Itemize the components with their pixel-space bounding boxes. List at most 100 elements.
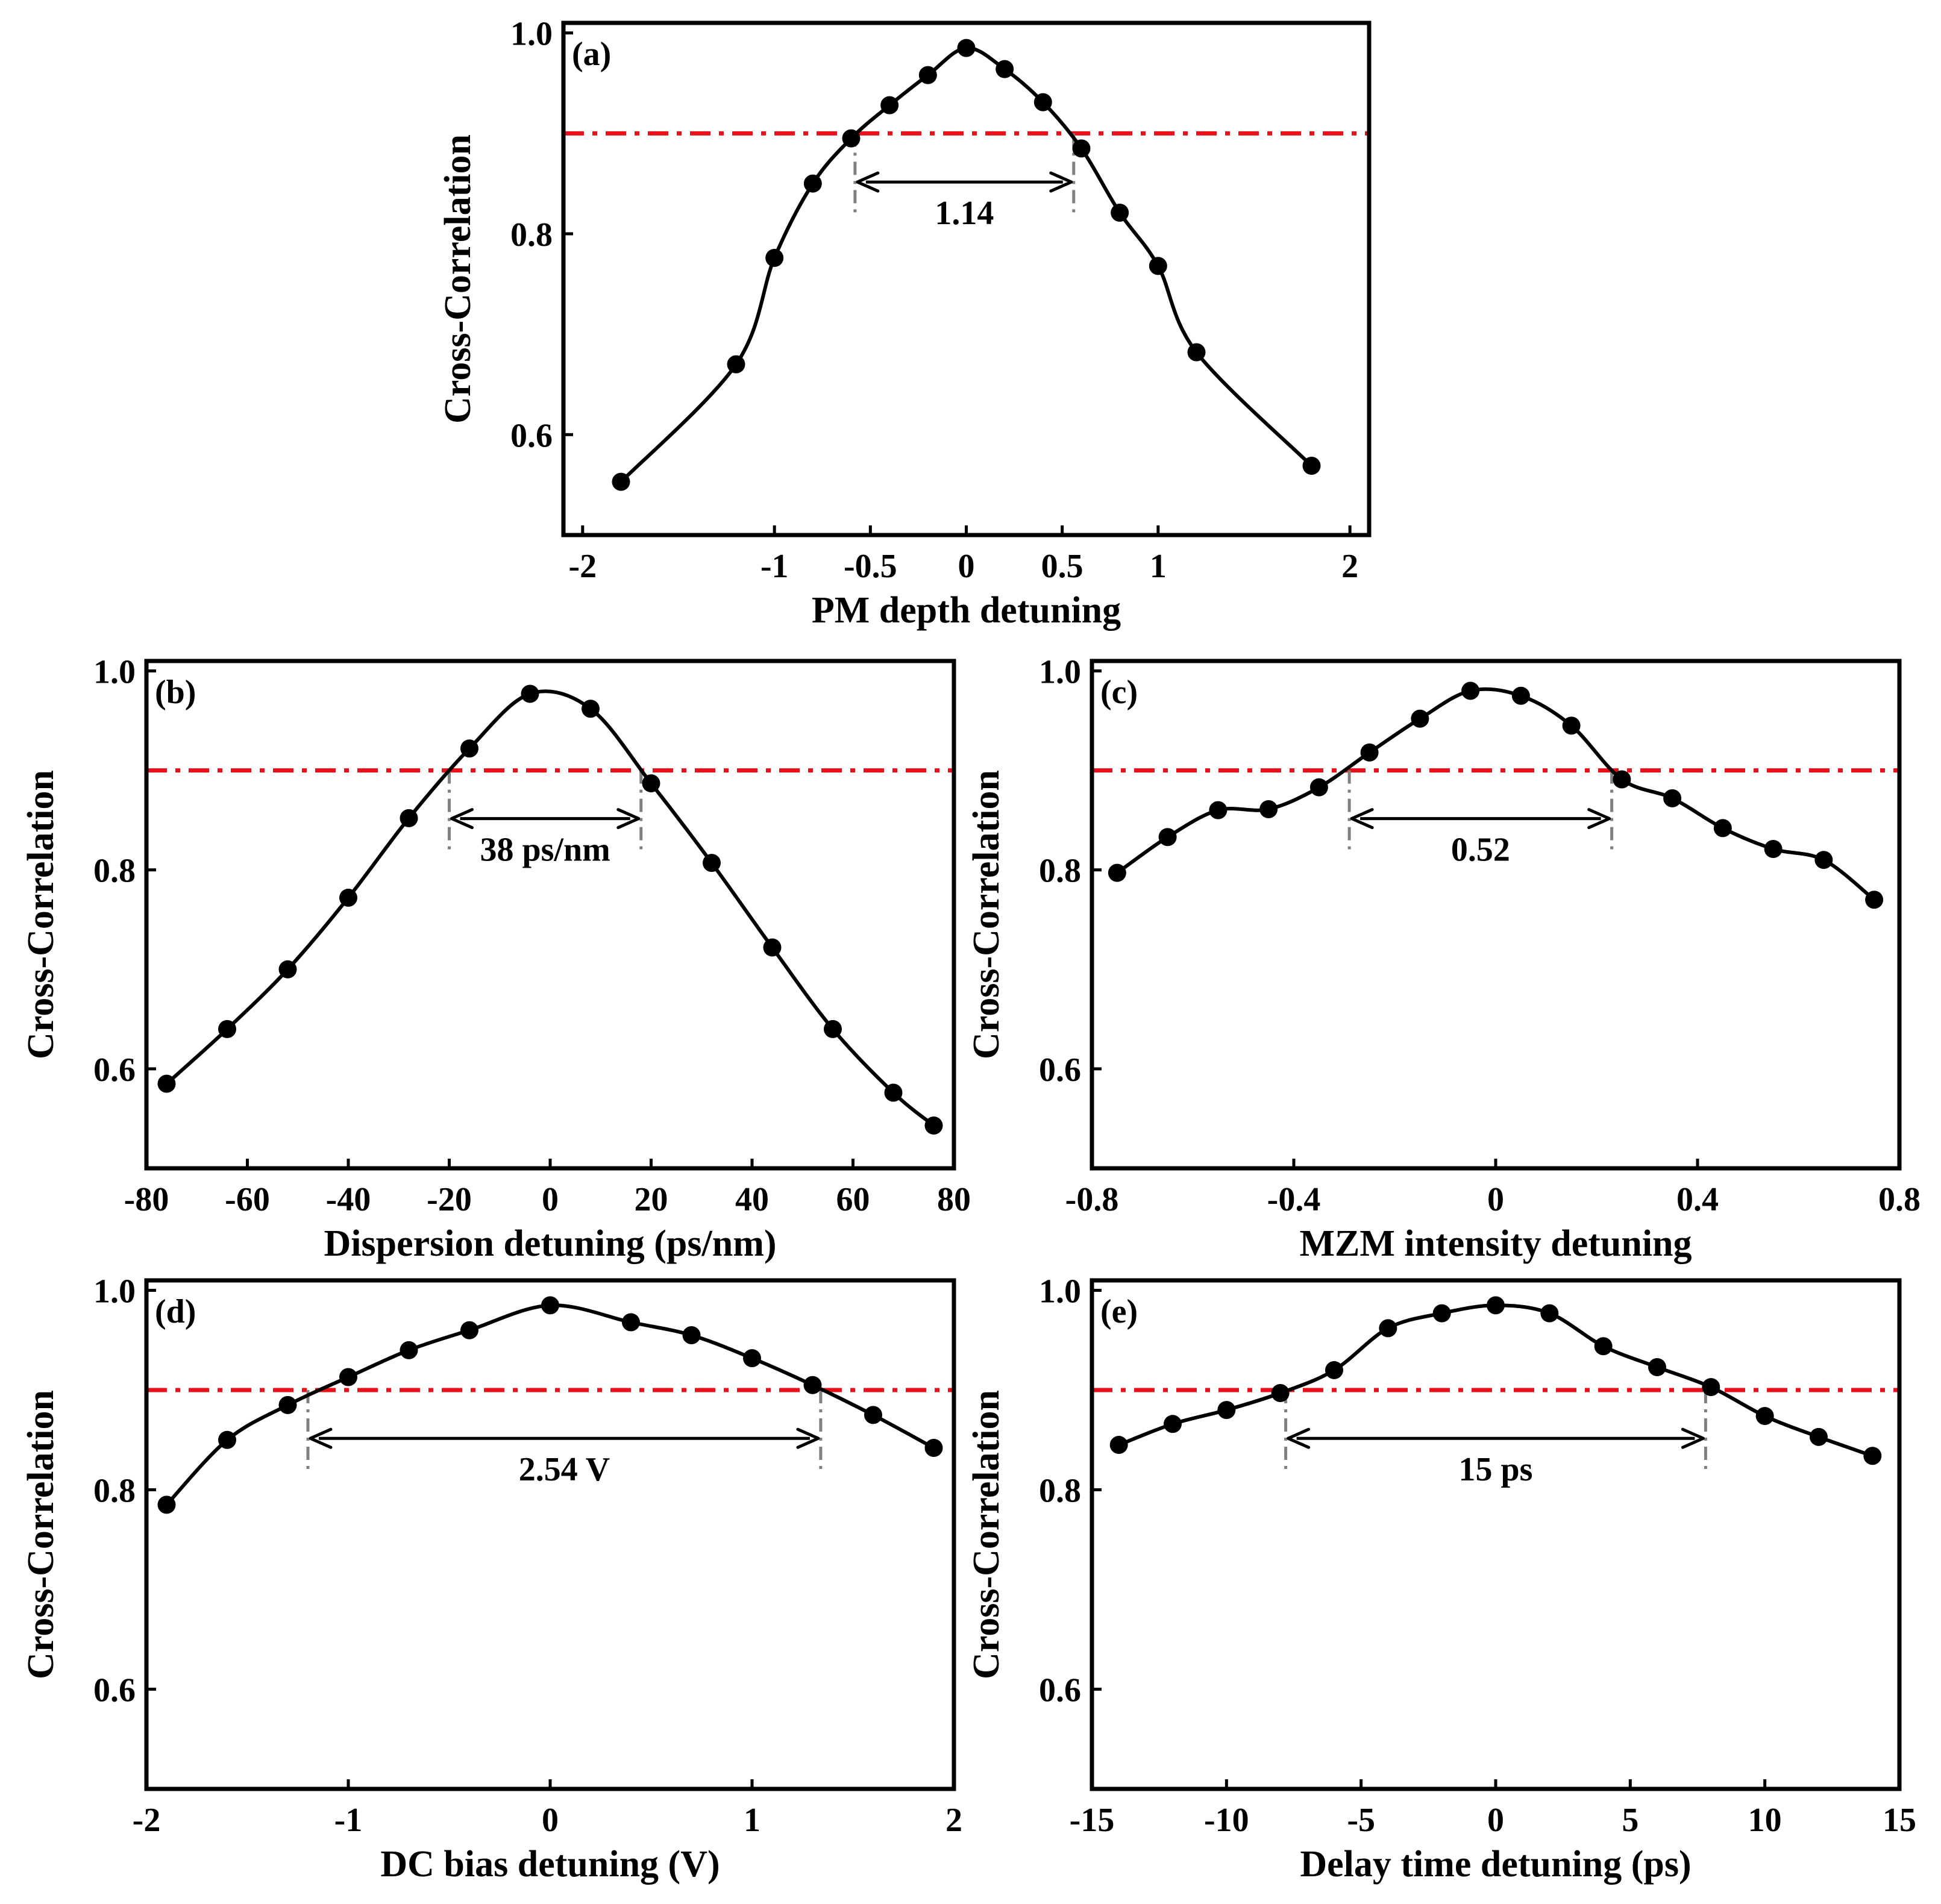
y-tick-label: 1.0 xyxy=(1039,1273,1081,1311)
width-arrow-head-left xyxy=(1287,1427,1311,1449)
data-point-8 xyxy=(957,39,976,57)
plot-frame xyxy=(1090,1278,1902,1791)
data-point-13 xyxy=(1713,819,1732,838)
width-label: 15 ps xyxy=(1459,1451,1533,1488)
width-arrow-head-left xyxy=(856,171,880,193)
data-point-8 xyxy=(1461,681,1480,700)
y-tick-label: 0.6 xyxy=(1039,1672,1081,1709)
x-tick-label: -5 xyxy=(1347,1802,1375,1839)
data-point-11 xyxy=(1613,770,1631,789)
x-tick-label: 5 xyxy=(1622,1802,1638,1839)
data-point-1 xyxy=(612,472,630,491)
width-label: 2.54 V xyxy=(519,1451,610,1488)
y-tick-label: 0.8 xyxy=(510,216,553,254)
panel-label: (d) xyxy=(155,1293,196,1330)
x-tick-label: -20 xyxy=(427,1181,472,1218)
data-point-1 xyxy=(1108,863,1126,882)
data-point-2 xyxy=(1164,1415,1182,1433)
data-point-11 xyxy=(1072,139,1091,158)
x-tick-label: -15 xyxy=(1070,1802,1115,1839)
data-point-12 xyxy=(1663,789,1682,807)
data-point-6 xyxy=(460,1321,478,1339)
data-point-1 xyxy=(1109,1436,1128,1455)
x-tick-label: -40 xyxy=(326,1181,371,1218)
x-tick-label: 15 xyxy=(1883,1802,1916,1839)
y-tick-label: 0.6 xyxy=(93,1672,136,1709)
width-arrow-head-right xyxy=(1049,171,1073,193)
x-tick-label: -80 xyxy=(124,1181,169,1218)
data-point-4 xyxy=(339,888,357,907)
x-tick-label: -60 xyxy=(225,1181,270,1218)
x-tick-label: 60 xyxy=(836,1181,870,1218)
y-tick-label: 0.8 xyxy=(1039,853,1081,890)
plot-frame xyxy=(144,659,956,1171)
data-point-1 xyxy=(157,1074,176,1093)
x-tick-label: 2 xyxy=(1341,548,1358,585)
y-axis-label: Cross-Correlation xyxy=(966,770,1007,1059)
x-tick-label: 10 xyxy=(1748,1802,1782,1839)
data-point-9 xyxy=(1511,686,1530,705)
data-point-3 xyxy=(278,1395,297,1414)
x-tick-label: 0.8 xyxy=(1878,1181,1921,1218)
panel-label: (c) xyxy=(1100,674,1138,711)
x-tick-label: 1 xyxy=(744,1802,760,1839)
data-point-5 xyxy=(842,129,861,148)
x-tick-label: 20 xyxy=(635,1181,668,1218)
data-point-14 xyxy=(1810,1427,1828,1446)
panel-c: 0.52 -0.8 -0.4 0 0.4 0.8 0.6 0.8 1.0 MZM intensit… xyxy=(966,654,1921,1264)
panel-label: (e) xyxy=(1100,1293,1138,1330)
panel-label: (a) xyxy=(572,36,611,73)
data-curve xyxy=(165,689,935,1127)
data-point-3 xyxy=(1209,801,1228,819)
x-tick-label: 1 xyxy=(1150,548,1167,585)
y-tick-label: 1.0 xyxy=(1039,654,1081,691)
data-point-15 xyxy=(1814,851,1833,869)
data-point-8 xyxy=(582,700,600,718)
x-tick-label: 0.5 xyxy=(1041,548,1083,585)
data-point-3 xyxy=(1217,1401,1236,1420)
data-point-16 xyxy=(1865,891,1884,909)
data-point-12 xyxy=(1702,1378,1720,1397)
data-point-9 xyxy=(642,774,660,793)
width-arrow-head-left xyxy=(450,808,474,830)
x-tick-label: 0.4 xyxy=(1676,1181,1719,1218)
data-point-14 xyxy=(1764,840,1783,859)
data-curve xyxy=(1118,1303,1874,1458)
width-arrow-head-right xyxy=(796,1427,820,1449)
data-point-6 xyxy=(880,96,899,114)
width-arrow-head-right xyxy=(1681,1427,1705,1449)
data-curve xyxy=(619,46,1313,483)
y-axis-label: Cross-Correlation xyxy=(20,1390,61,1679)
width-arrow-head-right xyxy=(1587,808,1611,830)
y-axis-label: Cross-Correlation xyxy=(20,770,61,1059)
y-tick-label: 1.0 xyxy=(93,1273,136,1311)
y-tick-label: 1.0 xyxy=(93,654,136,691)
x-tick-label: 0 xyxy=(1487,1181,1504,1218)
data-point-13 xyxy=(1755,1407,1774,1426)
x-axis-label: Dispersion detuning (ps/nm) xyxy=(324,1223,776,1264)
y-tick-label: 0.6 xyxy=(1039,1051,1081,1089)
plot-frame xyxy=(1090,659,1902,1171)
data-point-2 xyxy=(1158,828,1177,847)
data-point-7 xyxy=(1411,709,1429,728)
data-point-7 xyxy=(918,66,937,84)
data-point-7 xyxy=(1432,1304,1451,1323)
data-point-1 xyxy=(157,1495,176,1514)
data-point-4 xyxy=(339,1368,357,1386)
width-arrow-head-left xyxy=(1350,808,1374,830)
data-point-14 xyxy=(924,1116,943,1135)
width-arrow-head-right xyxy=(616,808,641,830)
width-label: 0.52 xyxy=(1451,831,1510,869)
data-point-4 xyxy=(803,174,822,193)
x-tick-label: -2 xyxy=(569,548,597,585)
data-point-8 xyxy=(622,1313,640,1332)
y-tick-label: 0.6 xyxy=(93,1051,136,1089)
x-tick-label: -1 xyxy=(334,1802,363,1839)
data-point-9 xyxy=(682,1326,701,1345)
panel-e: 15 ps -15 -10 -5 0 5 10 15 0.6 0.8 1.0 Delay time d… xyxy=(966,1273,1916,1885)
data-curve xyxy=(1116,687,1875,901)
y-tick-label: 1.0 xyxy=(510,16,553,53)
data-point-3 xyxy=(765,249,784,267)
data-point-2 xyxy=(218,1019,236,1038)
data-point-9 xyxy=(996,60,1014,78)
